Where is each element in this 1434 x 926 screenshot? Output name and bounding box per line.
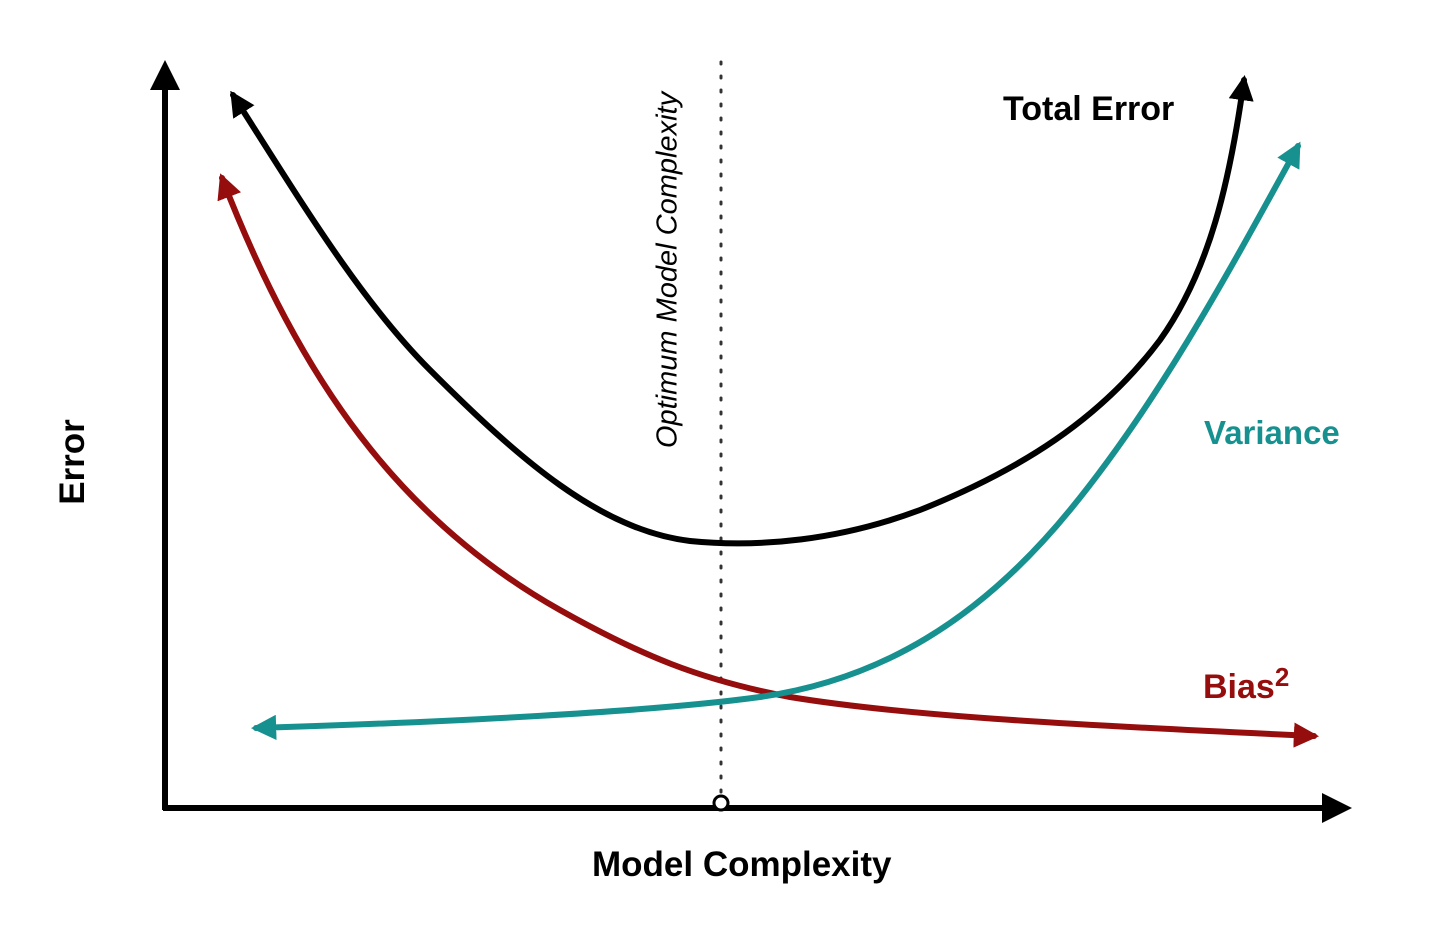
optimum-marker	[712, 794, 730, 812]
variance-label: Variance	[1204, 414, 1340, 451]
optimum-label: Optimum Model Complexity	[651, 91, 684, 449]
bias-label: Bias2	[1203, 662, 1289, 707]
x-axis-label: Model Complexity	[592, 845, 892, 884]
y-axis-label: Error	[53, 419, 92, 505]
variance-curve	[250, 141, 1301, 740]
total-error-curve	[230, 75, 1254, 547]
bias-curve	[217, 173, 1320, 748]
bias-label-superscript: 2	[1274, 662, 1290, 692]
bias-label-text: Bias	[1203, 668, 1275, 706]
total-error-label: Total Error	[1003, 90, 1175, 128]
